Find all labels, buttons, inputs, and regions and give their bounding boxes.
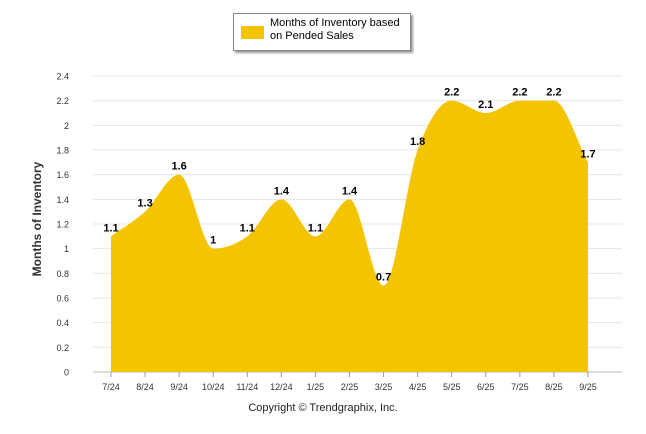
copyright-caption: Copyright © Trendgraphix, Inc. — [248, 402, 398, 414]
data-label: 2.2 — [512, 87, 527, 99]
y-axis-ticks: 0 0.2 0.4 0.6 0.8 1 1.2 1.4 1.6 1.8 2 2.2 2.4 — [56, 72, 69, 378]
legend-swatch — [241, 26, 264, 39]
y-tick-label: 0.8 — [56, 269, 69, 279]
y-tick-label: 2 — [64, 121, 69, 131]
data-label: 1.8 — [410, 136, 425, 148]
y-tick-label: 0.4 — [56, 318, 69, 328]
y-tick-label: 1.2 — [56, 220, 69, 230]
data-label: 2.2 — [444, 87, 459, 99]
data-label: 1.3 — [137, 198, 152, 210]
data-labels: 1.1 1.3 1.6 1 1.1 1.4 1.1 1.4 0.7 1.8 2.2 2.1 2.2 2.2… — [103, 87, 595, 284]
x-tick-label: 8/24 — [136, 382, 154, 392]
legend-label: Months of Inventory based on Pended Sale… — [270, 17, 400, 42]
y-tick-label: 1.4 — [56, 195, 69, 205]
data-label: 2.1 — [478, 99, 493, 111]
y-axis-title: Months of Inventory — [30, 161, 44, 277]
legend[interactable]: Months of Inventory based on Pended Sale… — [233, 13, 411, 51]
y-tick-label: 1 — [64, 244, 69, 254]
x-tick-label: 7/24 — [102, 382, 120, 392]
x-axis-ticks: 7/24 8/24 9/24 10/24 11/24 12/24 1/25 2/25 3/25 4… — [102, 372, 597, 392]
x-tick-label: 5/25 — [443, 382, 461, 392]
x-tick-label: 7/25 — [511, 382, 529, 392]
series-area — [111, 100, 588, 373]
data-label: 1.4 — [342, 185, 358, 197]
y-tick-label: 1.6 — [56, 170, 69, 180]
y-tick-label: 0.6 — [56, 294, 69, 304]
data-label: 2.2 — [546, 87, 561, 99]
data-label: 1 — [210, 235, 216, 247]
data-label: 0.7 — [376, 272, 391, 284]
x-tick-label: 9/25 — [579, 382, 597, 392]
y-tick-label: 0 — [64, 368, 69, 378]
x-tick-label: 2/25 — [341, 382, 359, 392]
y-tick-label: 0.2 — [56, 343, 69, 353]
data-label: 1.6 — [171, 161, 186, 173]
x-tick-label: 3/25 — [375, 382, 393, 392]
y-tick-label: 1.8 — [56, 146, 69, 156]
x-tick-label: 10/24 — [202, 382, 225, 392]
data-label: 1.7 — [580, 148, 595, 160]
x-tick-label: 11/24 — [236, 382, 258, 392]
y-tick-label: 2.2 — [56, 96, 69, 106]
x-tick-label: 8/25 — [545, 382, 563, 392]
x-tick-label: 4/25 — [409, 382, 427, 392]
data-label: 1.1 — [308, 222, 323, 234]
x-tick-label: 6/25 — [477, 382, 495, 392]
data-label: 1.1 — [103, 222, 118, 234]
data-label: 1.4 — [274, 185, 290, 197]
y-tick-label: 2.4 — [56, 72, 69, 82]
x-tick-label: 9/24 — [170, 382, 188, 392]
x-tick-label: 1/25 — [307, 382, 325, 392]
x-tick-label: 12/24 — [270, 382, 293, 392]
data-label: 1.1 — [240, 222, 255, 234]
